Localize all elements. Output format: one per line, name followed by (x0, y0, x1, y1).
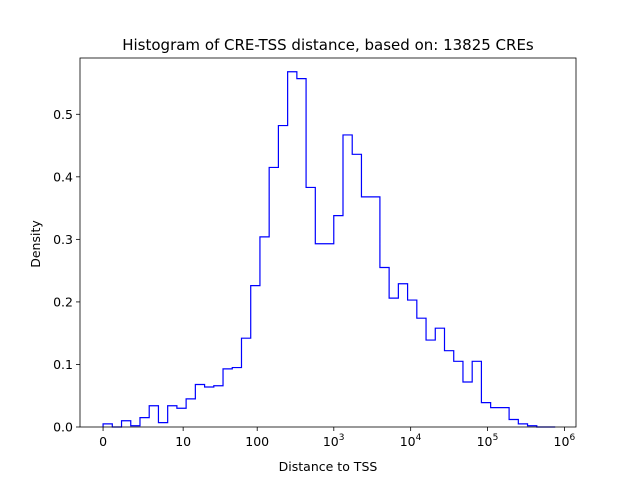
y-tick-label: 0.0 (53, 420, 73, 435)
x-tick-exponent: 5 (493, 433, 499, 443)
chart-title: Histogram of CRE-TSS distance, based on:… (122, 36, 534, 54)
x-tick-exponent: 6 (569, 433, 575, 443)
x-tick-exponent: 3 (339, 433, 345, 443)
y-tick-label: 0.5 (53, 107, 73, 122)
x-tick-label: 10 (175, 434, 191, 449)
x-tick-label: 10 (477, 434, 493, 449)
y-tick-label: 0.3 (53, 232, 73, 247)
x-tick-label: 0 (99, 434, 107, 449)
x-axis-label: Distance to TSS (279, 459, 378, 474)
axes-frame (79, 57, 577, 428)
y-axis-label: Density (28, 220, 43, 268)
histogram-step-line (102, 71, 556, 428)
x-tick-label: 10 (323, 434, 339, 449)
x-tick-exponent: 4 (416, 433, 422, 443)
x-tick-label: 10 (554, 434, 570, 449)
y-tick-label: 0.4 (53, 169, 73, 184)
y-tick-label: 0.1 (53, 357, 73, 372)
plot-area: 0.00.10.20.30.40.50 10 100 10 3 10 4 10 5 10 6 (53, 57, 577, 449)
y-tick-label: 0.2 (53, 294, 73, 309)
x-tick-label: 100 (245, 434, 269, 449)
x-tick-label: 10 (400, 434, 416, 449)
